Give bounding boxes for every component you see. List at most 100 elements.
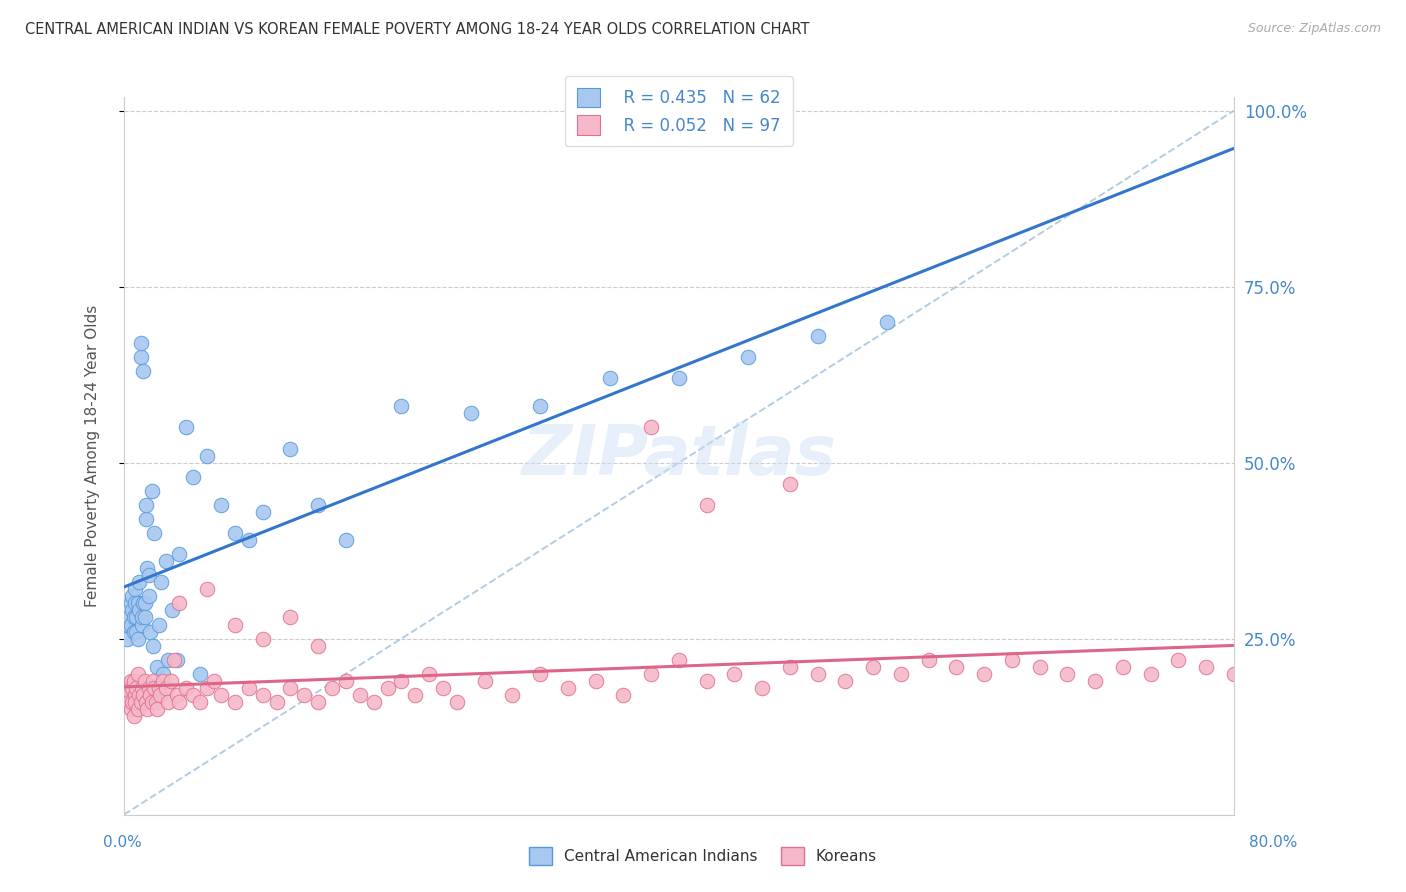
Point bbox=[121, 590, 143, 604]
Point bbox=[737, 350, 759, 364]
Point bbox=[432, 681, 454, 695]
Point bbox=[132, 364, 155, 378]
Point bbox=[157, 653, 180, 667]
Point bbox=[142, 673, 165, 688]
Point bbox=[139, 688, 162, 702]
Point bbox=[157, 695, 180, 709]
Point bbox=[280, 442, 302, 456]
Point bbox=[141, 483, 163, 498]
Point bbox=[751, 681, 773, 695]
Point bbox=[176, 420, 198, 434]
Point bbox=[125, 610, 148, 624]
Point bbox=[124, 688, 146, 702]
Point bbox=[779, 659, 801, 673]
Point bbox=[149, 688, 172, 702]
Point bbox=[117, 688, 139, 702]
Point bbox=[125, 624, 148, 639]
Point bbox=[529, 666, 551, 681]
Point bbox=[142, 639, 165, 653]
Point bbox=[474, 673, 496, 688]
Point bbox=[557, 681, 579, 695]
Point bbox=[890, 666, 912, 681]
Point bbox=[121, 603, 143, 617]
Point bbox=[307, 639, 329, 653]
Point bbox=[166, 653, 188, 667]
Point bbox=[129, 695, 152, 709]
Point bbox=[501, 688, 523, 702]
Y-axis label: Female Poverty Among 18-24 Year Olds: Female Poverty Among 18-24 Year Olds bbox=[86, 304, 100, 607]
Point bbox=[122, 610, 145, 624]
Point bbox=[668, 653, 690, 667]
Point bbox=[127, 596, 149, 610]
Point bbox=[138, 568, 160, 582]
Text: ZIPatlas: ZIPatlas bbox=[522, 422, 837, 489]
Point bbox=[115, 681, 138, 695]
Point bbox=[668, 371, 690, 385]
Point bbox=[321, 681, 343, 695]
Point bbox=[169, 547, 191, 561]
Point bbox=[155, 681, 177, 695]
Point bbox=[1167, 653, 1189, 667]
Point bbox=[120, 702, 142, 716]
Point bbox=[1056, 666, 1078, 681]
Point bbox=[973, 666, 995, 681]
Point bbox=[135, 695, 157, 709]
Point bbox=[134, 610, 156, 624]
Point bbox=[117, 617, 139, 632]
Point bbox=[266, 695, 288, 709]
Point bbox=[120, 673, 142, 688]
Text: 80.0%: 80.0% bbox=[1250, 836, 1298, 850]
Point bbox=[162, 603, 184, 617]
Point bbox=[145, 695, 167, 709]
Point bbox=[307, 695, 329, 709]
Point bbox=[136, 561, 159, 575]
Point bbox=[195, 681, 218, 695]
Point bbox=[135, 512, 157, 526]
Point bbox=[125, 681, 148, 695]
Point bbox=[169, 596, 191, 610]
Point bbox=[135, 498, 157, 512]
Point bbox=[132, 596, 155, 610]
Point bbox=[148, 617, 170, 632]
Point bbox=[195, 449, 218, 463]
Point bbox=[460, 406, 482, 420]
Point bbox=[160, 673, 183, 688]
Point bbox=[127, 666, 149, 681]
Point bbox=[280, 681, 302, 695]
Point bbox=[585, 673, 607, 688]
Point bbox=[148, 681, 170, 695]
Point bbox=[131, 610, 153, 624]
Point bbox=[122, 624, 145, 639]
Point bbox=[128, 575, 150, 590]
Point bbox=[143, 681, 166, 695]
Point bbox=[127, 632, 149, 646]
Point bbox=[202, 673, 225, 688]
Point bbox=[169, 695, 191, 709]
Point bbox=[124, 596, 146, 610]
Point bbox=[118, 610, 141, 624]
Point bbox=[118, 695, 141, 709]
Point bbox=[152, 673, 174, 688]
Point bbox=[723, 666, 745, 681]
Point bbox=[122, 709, 145, 723]
Point bbox=[188, 666, 211, 681]
Point bbox=[141, 695, 163, 709]
Point bbox=[138, 681, 160, 695]
Point bbox=[146, 659, 169, 673]
Legend:   R = 0.435   N = 62,   R = 0.052   N = 97: R = 0.435 N = 62, R = 0.052 N = 97 bbox=[565, 76, 793, 146]
Point bbox=[1195, 659, 1218, 673]
Point bbox=[363, 695, 385, 709]
Point bbox=[152, 666, 174, 681]
Point bbox=[696, 673, 718, 688]
Text: CENTRAL AMERICAN INDIAN VS KOREAN FEMALE POVERTY AMONG 18-24 YEAR OLDS CORRELATI: CENTRAL AMERICAN INDIAN VS KOREAN FEMALE… bbox=[25, 22, 810, 37]
Point bbox=[349, 688, 371, 702]
Point bbox=[252, 505, 274, 519]
Point bbox=[640, 420, 662, 434]
Point bbox=[134, 596, 156, 610]
Point bbox=[138, 590, 160, 604]
Point bbox=[529, 399, 551, 413]
Point bbox=[121, 681, 143, 695]
Point bbox=[129, 335, 152, 350]
Point bbox=[876, 315, 898, 329]
Point bbox=[238, 681, 260, 695]
